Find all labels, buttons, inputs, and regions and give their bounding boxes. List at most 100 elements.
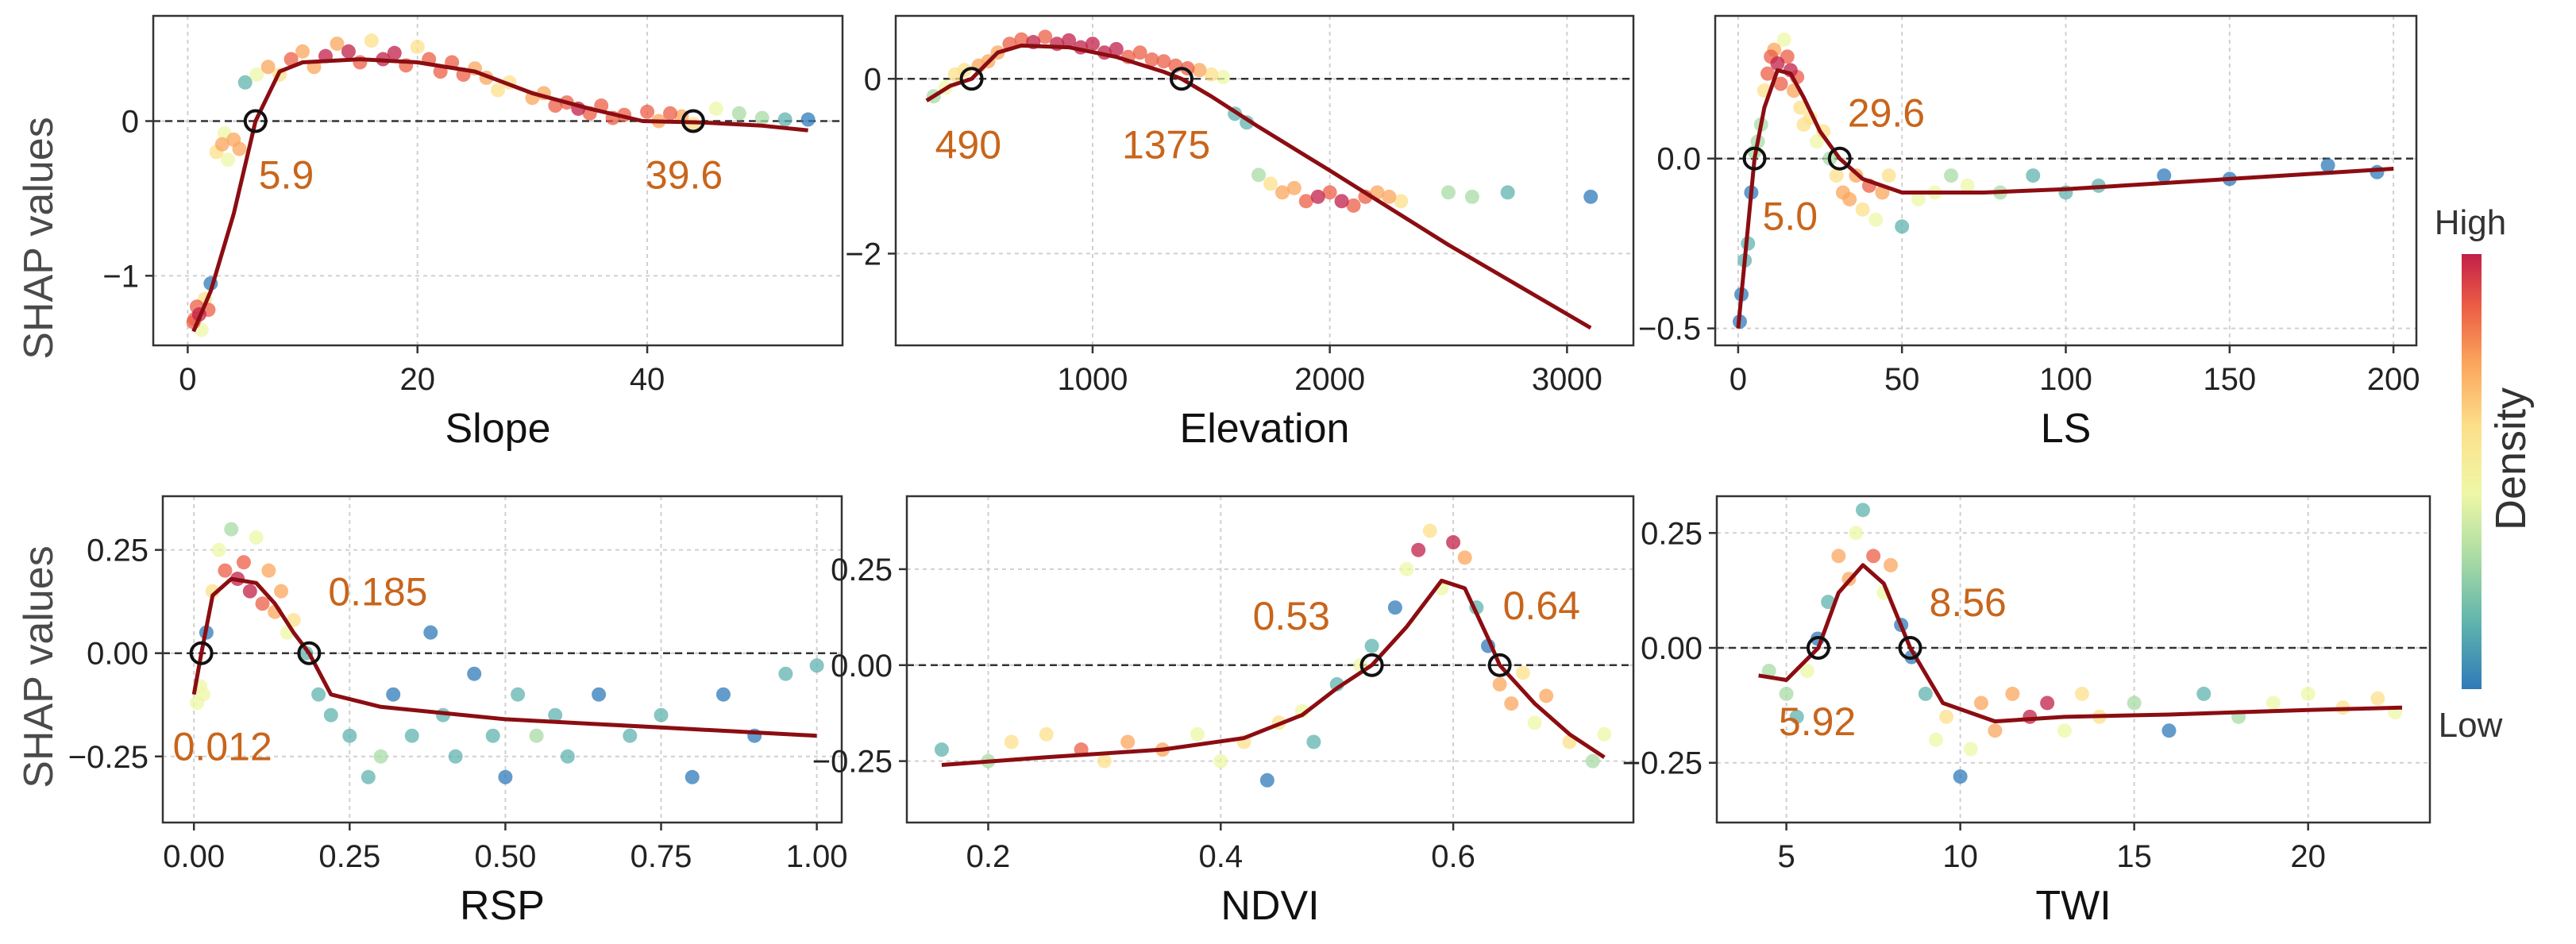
threshold-label: 0.012 bbox=[173, 725, 272, 769]
scatter-point bbox=[715, 687, 731, 702]
threshold-marker bbox=[1359, 653, 1384, 677]
scatter-point bbox=[640, 104, 655, 119]
scatter-point bbox=[778, 666, 793, 681]
threshold-marker bbox=[1827, 146, 1852, 171]
x-tick-label: 1.00 bbox=[786, 839, 848, 874]
threshold-label: 5.9 bbox=[259, 152, 314, 197]
scatter-point bbox=[1799, 663, 1814, 678]
scatter-point bbox=[1204, 67, 1219, 82]
threshold-label: 39.6 bbox=[646, 152, 723, 197]
scatter-point bbox=[1831, 549, 1846, 564]
scatter-point bbox=[1527, 715, 1542, 730]
scatter-point bbox=[295, 44, 310, 59]
x-tick-label: 0.25 bbox=[318, 839, 380, 874]
x-tick-label: 0 bbox=[179, 362, 196, 397]
panel-rsp: 0.012 0.185 0.00 0.25 0.50 0.75 1.00 −0.25 0.00 0… bbox=[68, 495, 848, 929]
scatter-point bbox=[2026, 168, 2041, 183]
scatter-point bbox=[663, 106, 677, 121]
x-tick-label: 10 bbox=[1942, 839, 1978, 874]
scatter-point bbox=[2370, 164, 2385, 179]
scatter-point bbox=[1097, 753, 1112, 769]
scatter-point bbox=[1504, 696, 1519, 711]
scatter-point bbox=[1793, 100, 1808, 115]
y-tick-label: 0.0 bbox=[1656, 142, 1701, 177]
scatter-point bbox=[261, 563, 276, 578]
scatter-point bbox=[623, 728, 638, 743]
plot-frame bbox=[152, 14, 844, 347]
scatter-point bbox=[1213, 753, 1228, 769]
scatter-point bbox=[1156, 54, 1171, 69]
scatter-point bbox=[1761, 663, 1776, 678]
x-tick-label: 15 bbox=[2116, 839, 2152, 874]
fit-curve bbox=[925, 43, 1592, 330]
scatter-point bbox=[1298, 194, 1313, 209]
panel-ndvi: 0.53 0.64 0.2 0.4 0.6 −0.25 0.00 0.25 NDVI bbox=[812, 495, 1635, 929]
plot-frame bbox=[1715, 495, 2431, 824]
scatter-point bbox=[1963, 742, 1978, 757]
colorbar-gradient bbox=[2462, 254, 2482, 689]
x-tick-label: 150 bbox=[2203, 362, 2256, 397]
scatter-point bbox=[1884, 557, 1899, 572]
scatter-point bbox=[1849, 526, 1864, 541]
scatter-point bbox=[1960, 178, 1975, 193]
scatter-point bbox=[311, 687, 326, 702]
scatter-point bbox=[361, 769, 376, 784]
scatter-point bbox=[1334, 194, 1349, 209]
scatter-point bbox=[1120, 734, 1136, 749]
x-tick-label: 0.75 bbox=[631, 839, 692, 874]
threshold-label: 29.6 bbox=[1848, 91, 1925, 136]
threshold-marker bbox=[959, 67, 984, 91]
scatter-point bbox=[1776, 32, 1791, 47]
threshold-marker bbox=[1169, 67, 1194, 91]
x-tick-label: 0.00 bbox=[163, 839, 225, 874]
y-tick-label: 0.00 bbox=[831, 649, 893, 684]
scatter-point bbox=[1263, 176, 1278, 191]
y-tick-label: 0 bbox=[864, 62, 881, 97]
row2-y-axis-title: SHAP values bbox=[16, 545, 62, 788]
scatter-point bbox=[1132, 45, 1147, 60]
scatter-point bbox=[809, 658, 824, 673]
x-tick-label: 0.50 bbox=[474, 839, 536, 874]
fit-curve bbox=[1758, 563, 2403, 724]
scatter-point bbox=[1779, 686, 1794, 701]
x-tick-label: 1000 bbox=[1057, 362, 1128, 397]
y-tick-label: 0 bbox=[121, 104, 139, 139]
scatter-point bbox=[1973, 695, 1988, 711]
y-tick-label: −0.25 bbox=[68, 740, 148, 775]
threshold-label: 5.92 bbox=[1779, 699, 1856, 744]
scatter-point bbox=[1382, 189, 1397, 204]
scatter-point bbox=[777, 112, 792, 127]
scatter-point bbox=[1928, 732, 1943, 747]
scatter-point bbox=[2057, 723, 2073, 738]
fit-curve bbox=[1736, 68, 2394, 329]
fit-curve bbox=[191, 576, 817, 738]
scatter-point bbox=[323, 707, 338, 722]
scatter-point bbox=[2266, 695, 2281, 711]
x-tick-label: 50 bbox=[1884, 362, 1920, 397]
scatter-point bbox=[1062, 33, 1077, 48]
scatter-point bbox=[1109, 41, 1124, 56]
scatter-point bbox=[1597, 726, 1612, 742]
x-axis-title: NDVI bbox=[1221, 883, 1319, 929]
scatter-point bbox=[1192, 63, 1207, 78]
scatter-point bbox=[364, 33, 379, 48]
threshold-marker bbox=[297, 641, 322, 665]
x-axis-title: Elevation bbox=[1180, 406, 1350, 452]
scatter-point bbox=[237, 75, 253, 90]
scatter-point bbox=[754, 110, 769, 125]
scatter-point bbox=[1259, 773, 1275, 788]
scatter-point bbox=[592, 687, 607, 702]
scatter-point bbox=[1275, 185, 1290, 200]
scatter-point bbox=[274, 584, 289, 599]
x-tick-label: 40 bbox=[630, 362, 665, 397]
threshold-label: 8.56 bbox=[1930, 580, 2007, 625]
scatter-point bbox=[260, 60, 276, 75]
scatter-point bbox=[1364, 638, 1379, 653]
scatter-point bbox=[242, 584, 257, 599]
scatter-point bbox=[1310, 189, 1325, 204]
scatter-point bbox=[548, 707, 563, 722]
scatter-point bbox=[1286, 180, 1301, 195]
scatter-point bbox=[330, 37, 345, 52]
scatter-point bbox=[1583, 189, 1598, 204]
